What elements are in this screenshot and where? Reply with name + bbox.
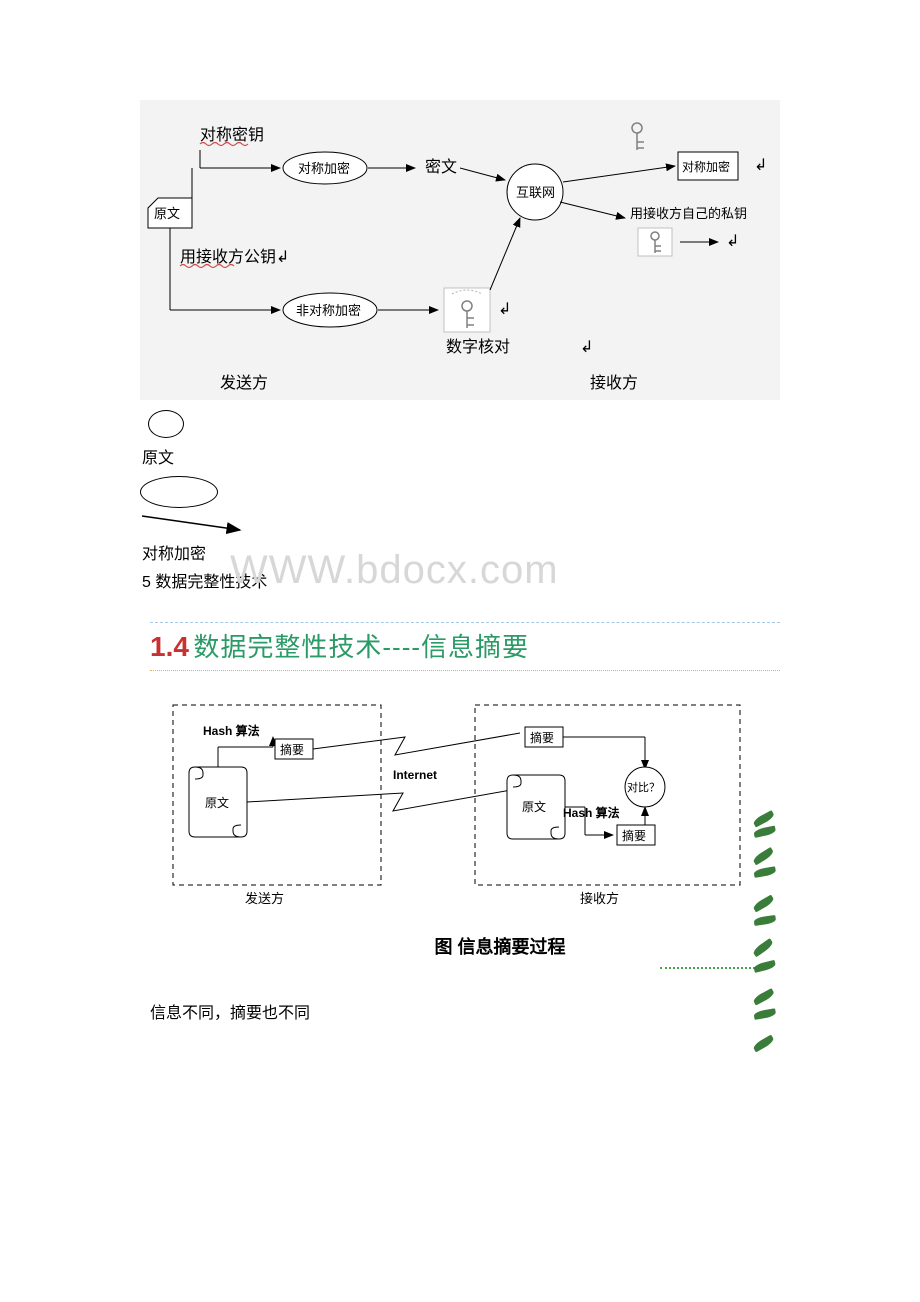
label-asym-encrypt: 非对称加密 <box>296 303 361 318</box>
connector <box>563 166 675 182</box>
section-title: 1.4 数据完整性技术----信息摘要 <box>150 622 780 671</box>
label-original: 原文 <box>154 206 180 221</box>
return-mark: ↲ <box>754 157 767 174</box>
label-digest: 摘要 <box>280 742 304 757</box>
return-mark: ↲ <box>726 233 739 250</box>
label-sender: 发送方 <box>220 374 268 392</box>
return-mark: ↲ <box>276 249 289 266</box>
scroll-original-receiver: 原文 <box>507 775 565 839</box>
encryption-diagram: 对称密钥 原文 对称加密 密文 互联网 <box>140 100 780 400</box>
dotted-decoration <box>660 967 755 969</box>
section5-label: 5 数据完整性技术 <box>142 568 920 592</box>
label-original: 原文 <box>205 795 229 810</box>
connector <box>460 168 505 180</box>
section-number: 1.4 <box>150 631 189 662</box>
scroll-original-sender: 原文 <box>189 767 247 837</box>
digest-diagram-svg: 原文 Hash 算法 摘要 Internet 摘要 对比？ <box>150 697 780 917</box>
label-digest: 摘要 <box>622 828 646 843</box>
label-digital-verify: 数字核对 <box>446 338 510 356</box>
zigzag-connector <box>247 789 517 811</box>
label-internet: 互联网 <box>516 185 555 200</box>
connector <box>560 202 625 218</box>
legend-original-text: 原文 <box>142 444 920 468</box>
legend-ellipse-large <box>140 476 218 508</box>
return-mark: ↲ <box>580 339 593 356</box>
label-ciphertext: 密文 <box>425 158 457 176</box>
legend-arrow <box>140 512 250 536</box>
label-pubkey: 用接收方公钥 <box>180 248 276 266</box>
label-compare: 对比？ <box>627 780 660 794</box>
label-internet2: Internet <box>393 768 437 782</box>
connector <box>490 218 520 290</box>
label-hash: Hash 算法 <box>203 723 260 738</box>
legend-sym-encrypt: 对称加密 <box>142 540 920 564</box>
label-receiver2: 接收方 <box>580 891 619 906</box>
encryption-diagram-svg: 对称密钥 原文 对称加密 密文 互联网 <box>140 100 780 400</box>
label-digest: 摘要 <box>530 730 554 745</box>
digest-diagram: 原文 Hash 算法 摘要 Internet 摘要 对比？ <box>150 697 780 917</box>
diagram2-caption: 图 信息摘要过程 <box>150 933 850 959</box>
label-sender2: 发送方 <box>245 891 284 906</box>
key-icon <box>632 123 644 150</box>
legend-ellipse-small <box>148 410 184 438</box>
label-sym-encrypt2: 对称加密 <box>682 159 730 174</box>
zigzag-connector <box>313 733 520 755</box>
return-mark: ↲ <box>498 301 511 318</box>
legend-area: 原文 对称加密 5 数据完整性技术 WWW.bdocx.com <box>140 410 920 592</box>
label-privkey: 用接收方自己的私钥 <box>630 206 747 221</box>
label-receiver: 接收方 <box>590 374 638 392</box>
label-symmetric-key: 对称密钥 <box>200 126 264 144</box>
label-original: 原文 <box>522 799 546 814</box>
label-sym-encrypt: 对称加密 <box>298 161 350 176</box>
section-text: 数据完整性技术----信息摘要 <box>193 632 529 662</box>
final-text: 信息不同，摘要也不同 <box>150 999 920 1023</box>
